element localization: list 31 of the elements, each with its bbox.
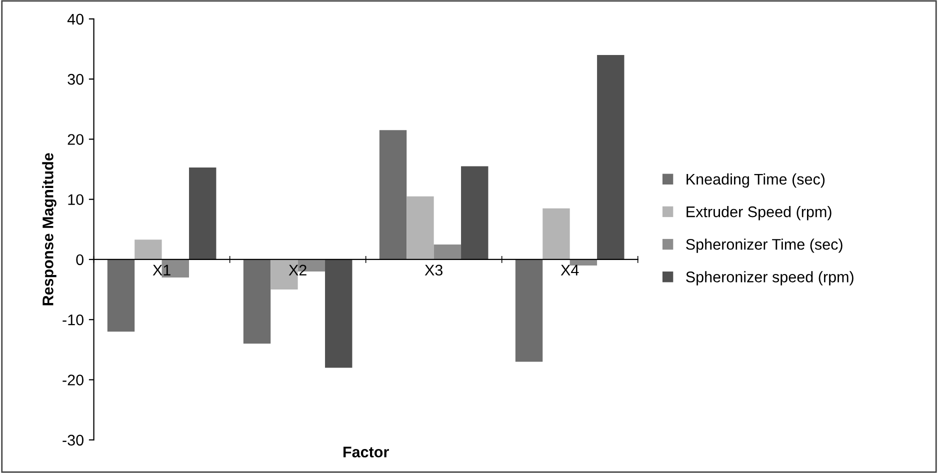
x-tick-label: X3 — [424, 264, 442, 276]
bar — [243, 259, 271, 344]
legend-label: Spheronizer Time (sec) — [686, 238, 842, 253]
y-tick-label: -30 — [62, 434, 84, 446]
bar — [461, 166, 488, 260]
y-tick-label: 30 — [68, 74, 84, 85]
y-tick-label: 0 — [76, 254, 84, 266]
bar — [570, 259, 598, 266]
bar — [107, 259, 135, 332]
bar — [134, 240, 162, 260]
y-tick-label: -10 — [62, 314, 84, 326]
bar — [189, 167, 216, 260]
legend-label: Kneading Time (sec) — [686, 173, 825, 188]
legend-label: Spheronizer speed (rpm) — [686, 271, 854, 286]
y-tick-label: -20 — [62, 374, 84, 386]
bar — [325, 259, 352, 368]
legend-label: Extruder Speed (rpm) — [686, 206, 832, 220]
bar — [597, 55, 624, 260]
bar — [542, 208, 570, 260]
bar — [515, 259, 543, 362]
x-axis-title: Factor — [344, 446, 389, 458]
bar — [406, 196, 434, 260]
x-tick-label: X4 — [560, 264, 579, 276]
y-axis-title: Response Magnitude — [42, 153, 56, 306]
y-tick-label: 40 — [67, 14, 84, 25]
bar — [379, 130, 407, 260]
x-tick-label: X2 — [288, 264, 306, 276]
bar — [434, 244, 462, 260]
y-tick-label: 10 — [68, 194, 84, 206]
x-tick-label: X1 — [152, 264, 170, 276]
y-tick-label: 20 — [68, 134, 84, 145]
